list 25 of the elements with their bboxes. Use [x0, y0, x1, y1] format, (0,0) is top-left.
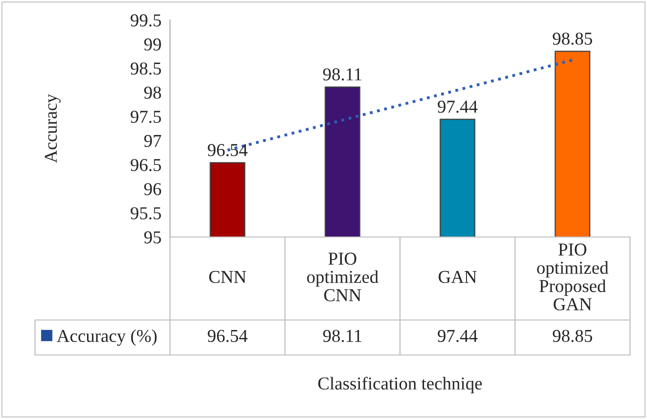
y-tick-label: 99 [144, 38, 161, 51]
y-tick-label: 96 [144, 183, 162, 196]
y-tick-label: 98.5 [130, 62, 161, 75]
text: 97.44 [438, 100, 478, 113]
data-label: 96.54 [208, 330, 248, 342]
text: 98.85 [552, 32, 592, 45]
y-tick-label: 97 [144, 134, 162, 147]
y-tick-label: 97.5 [130, 110, 161, 123]
data-label: 98.85 [552, 330, 592, 342]
y-tick-label: 95.5 [130, 207, 161, 220]
x-tick-label: PIO optimized CNN [307, 252, 378, 302]
x-tick-label: CNN [209, 270, 246, 284]
y-axis-title: Accuracy [44, 94, 61, 163]
x-axis-title: Classification techniqe [318, 376, 482, 394]
y-tick-label: 99.5 [130, 14, 161, 27]
data-label: 97.44 [438, 330, 478, 342]
data-label: 98.11 [323, 330, 362, 342]
x-tick-label: GAN [438, 270, 477, 284]
text: Accuracy (%) [56, 329, 157, 346]
y-tick-label: 96.5 [130, 158, 161, 172]
y-tick-label: 95 [144, 231, 161, 244]
text: 96.54 [208, 144, 248, 156]
text: 98.11 [323, 68, 362, 81]
y-tick-label: 98 [144, 86, 161, 99]
x-tick-label: PIO optimized Proposed GAN [537, 244, 608, 310]
